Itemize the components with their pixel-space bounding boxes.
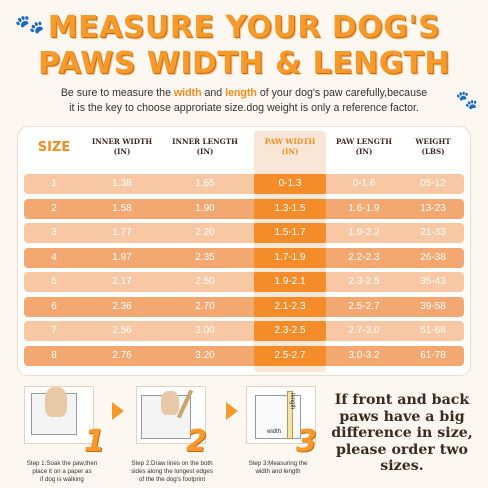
table-row: 6 2.36 2.70 2.1-2.3 2.5-2.7 39-58 [24, 296, 464, 317]
width-label: width [267, 429, 282, 435]
step-3-number: 3 [296, 424, 317, 459]
dog-paw-icon [45, 387, 67, 417]
cell-inner-length: 1.65 [195, 178, 215, 189]
ruler-icon [287, 391, 293, 439]
cell-paw-length: 3.0-3.2 [348, 349, 380, 361]
arrow-icon [112, 402, 124, 420]
cell-inner-length: 2.35 [195, 251, 215, 263]
cell-inner-width: 2.17 [112, 276, 132, 287]
title-line-2: PAWS WIDTH & LENGTH [38, 46, 450, 81]
header-paw-length: PAW LENGTH (IN) [335, 137, 393, 156]
cell-inner-width: 1.38 [112, 178, 132, 189]
cell-size: 6 [51, 300, 57, 312]
size-advice-note: If front and back paws have a big differ… [331, 392, 473, 474]
cell-inner-width: 1.58 [112, 202, 132, 214]
cell-inner-width: 2.76 [112, 349, 132, 361]
cell-paw-length: 1.6-1.9 [348, 202, 380, 214]
cell-paw-length: 1.9-2.2 [348, 227, 380, 238]
measuring-steps: 1 Step 1:Soak the paw,then place it on a … [0, 386, 488, 488]
step-2-caption: Step 2:Draw lines on the both sides along… [131, 460, 213, 483]
cell-inner-length: 2.70 [195, 300, 215, 312]
cell-weight: 51-68 [420, 325, 446, 336]
table-row: 7 2.56 3.00 2.3-2.5 2.7-3.0 51-68 [24, 321, 464, 341]
length-highlight: length [225, 87, 257, 99]
table-row: 8 2.76 3.20 2.5-2.7 3.0-3.2 61-78 [24, 345, 464, 366]
cell-weight: 61-78 [420, 349, 446, 361]
step-3-caption: Step 3:Measuring the width and length [248, 460, 308, 475]
cell-paw-width: 1.7-1.9 [254, 247, 326, 268]
title-line-1: MEASURE YOUR DOG'S [47, 10, 441, 45]
size-chart-table: SIZE INNER WIDTH (IN) INNER LENGTH (IN) PA… [18, 127, 470, 375]
cell-size: 4 [51, 251, 57, 263]
cell-paw-length: 2.5-2.7 [348, 300, 380, 312]
paw-print-icon: 🐾 [455, 90, 478, 110]
cell-size: 8 [51, 349, 57, 361]
length-label: length [289, 393, 295, 410]
cell-paw-length: 2.3-2.5 [348, 276, 380, 287]
header-inner-width: INNER WIDTH (IN) [91, 137, 153, 156]
cell-size: 7 [51, 325, 57, 336]
cell-size: 3 [51, 227, 57, 238]
table-row: 5 2.17 2.50 1.9-2.1 2.3-2.5 35-43 [24, 272, 464, 292]
header-size: SIZE [37, 140, 71, 155]
table-row: 2 1.58 1.90 1.3-1.5 1.6-1.9 13-23 [24, 198, 464, 219]
cell-paw-width: 1.3-1.5 [254, 198, 326, 219]
width-highlight: width [173, 87, 202, 99]
step-2-image [136, 386, 206, 444]
table-row: 4 1.97 2.35 1.7-1.9 2.2-2.3 26-38 [24, 247, 464, 268]
header-inner-length: INNER LENGTH (IN) [172, 137, 238, 156]
cell-weight: 21-33 [420, 227, 446, 238]
cell-weight: 35-43 [420, 276, 446, 287]
cell-inner-length: 2.20 [195, 227, 215, 238]
cell-size: 5 [51, 276, 57, 287]
cell-paw-length: 0-1.6 [352, 178, 376, 189]
cell-inner-length: 1.90 [195, 202, 215, 214]
cell-inner-length: 3.20 [195, 349, 215, 361]
cell-paw-width: 2.1-2.3 [254, 296, 326, 317]
arrow-icon [226, 402, 238, 420]
table-header: SIZE INNER WIDTH (IN) INNER LENGTH (IN) PA… [18, 137, 470, 167]
header-weight: WEIGHT (LBS) [415, 137, 451, 156]
cell-inner-width: 1.97 [112, 251, 132, 263]
cell-paw-length: 2.2-2.3 [348, 251, 380, 263]
cell-weight: 39-58 [420, 300, 446, 312]
cell-inner-length: 2.50 [195, 276, 215, 287]
paper [255, 395, 301, 439]
cell-weight: 05-12 [420, 178, 446, 189]
table-row: 1 1.38 1.65 0-1.3 0-1.6 05-12 [24, 174, 464, 194]
cell-inner-width: 2.56 [112, 325, 132, 336]
cell-inner-length: 3.00 [195, 325, 215, 336]
cell-paw-width: 2.5-2.7 [254, 345, 326, 366]
cell-size: 2 [51, 202, 57, 214]
dog-paw-icon [161, 391, 179, 415]
intro-text: Be sure to measure the width and length … [60, 87, 428, 114]
cell-inner-width: 2.36 [112, 300, 132, 312]
header-paw-width: PAW WIDTH (IN) [264, 137, 316, 156]
cell-paw-width: 1.9-2.1 [254, 272, 326, 292]
cell-weight: 13-23 [420, 202, 446, 214]
table-row: 3 1.77 2.20 1.5-1.7 1.9-2.2 21-33 [24, 223, 464, 243]
cell-weight: 26-38 [420, 251, 446, 263]
cell-size: 1 [51, 178, 57, 189]
step-3-image: length width [246, 386, 316, 444]
cell-paw-width: 1.5-1.7 [254, 223, 326, 243]
step-1-caption: Step 1:Soak the paw,then place it on a pa… [26, 460, 98, 483]
step-2-number: 2 [186, 424, 207, 459]
step-1-number: 1 [84, 424, 105, 459]
cell-paw-length: 2.7-3.0 [348, 325, 380, 336]
cell-paw-width: 2.3-2.5 [254, 321, 326, 341]
step-1-image [24, 386, 94, 444]
cell-inner-width: 1.77 [112, 227, 132, 238]
cell-paw-width: 0-1.3 [254, 174, 326, 194]
